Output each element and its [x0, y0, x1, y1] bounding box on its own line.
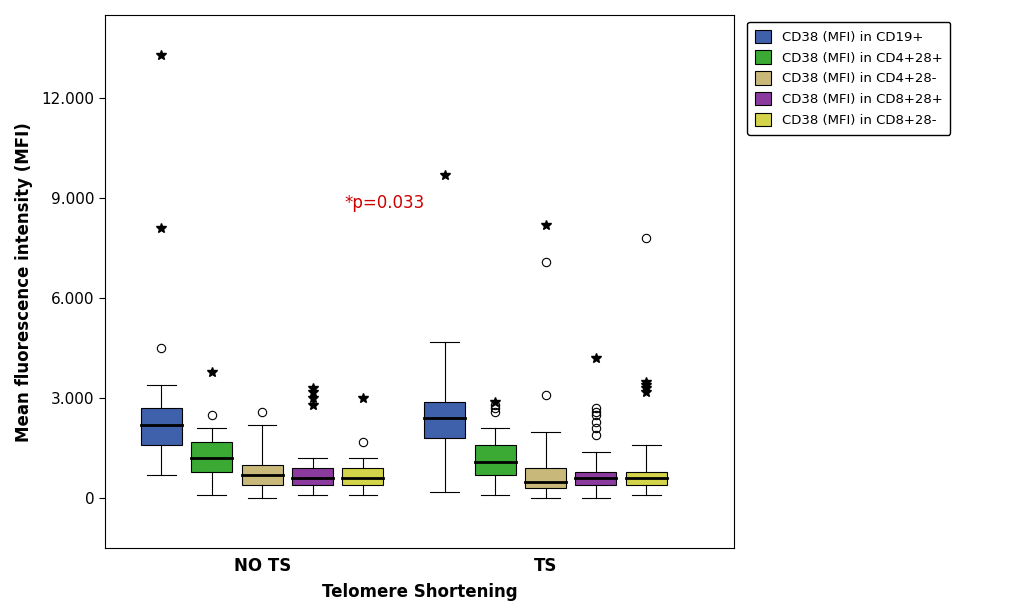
Bar: [626, 472, 666, 485]
Bar: [424, 402, 465, 439]
Bar: [141, 408, 181, 445]
Text: *p=0.033: *p=0.033: [343, 194, 424, 213]
Bar: [192, 442, 232, 472]
Bar: [525, 468, 566, 488]
Bar: [342, 468, 383, 485]
Bar: [575, 472, 615, 485]
Bar: [474, 445, 515, 475]
Bar: [242, 465, 282, 485]
Legend: CD38 (MFI) in CD19+, CD38 (MFI) in CD4+28+, CD38 (MFI) in CD4+28-, CD38 (MFI) in: CD38 (MFI) in CD19+, CD38 (MFI) in CD4+2…: [747, 22, 950, 135]
Bar: [291, 468, 332, 485]
Y-axis label: Mean fluorescence intensity (MFI): Mean fluorescence intensity (MFI): [15, 122, 33, 442]
X-axis label: Telomere Shortening: Telomere Shortening: [321, 583, 517, 601]
